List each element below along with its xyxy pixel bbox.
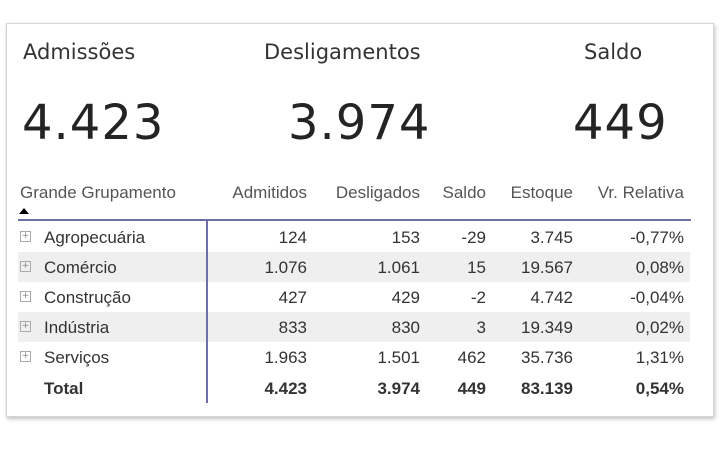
kpi-value-admissoes: 4.423 [22,95,165,151]
row-label: Serviços [44,348,110,367]
header-divider [18,219,691,221]
row-label: Agropecuária [44,228,146,247]
expand-plus-icon[interactable]: + [20,261,31,272]
column-header-admitidos[interactable]: Admitidos [232,183,307,202]
cell-value: -29 [461,228,486,247]
cell-value: 1.501 [377,348,420,367]
cell-value: 4.742 [530,288,573,307]
column-header-grande-grupamento[interactable]: Grande Grupamento [20,183,176,202]
kpi-value-desligamentos: 3.974 [288,95,431,151]
column-header-estoque[interactable]: Estoque [510,183,573,202]
cell-value: 1.963 [264,348,307,367]
total-value: 3.974 [377,379,420,398]
cell-value: 0,02% [635,318,684,337]
cell-value: 427 [278,288,307,307]
total-value: 4.423 [264,379,307,398]
total-value: 0,54% [635,379,684,398]
expand-plus-icon[interactable]: + [20,231,31,242]
total-label: Total [44,379,84,398]
cell-value: -0,04% [630,288,684,307]
expand-plus-icon[interactable]: + [20,321,31,332]
table-row[interactable] [18,252,690,282]
kpi-label-admissoes: Admissões [23,40,136,64]
kpi-value-saldo: 449 [573,95,668,151]
row-label: Construção [44,288,131,307]
row-label: Comércio [44,258,117,277]
cell-value: 153 [391,228,420,247]
kpi-label-saldo: Saldo [584,40,643,64]
expand-plus-icon[interactable]: + [20,291,31,302]
cell-value: 462 [457,348,486,367]
cell-value: -2 [470,288,486,307]
kpi-label-desligamentos: Desligamentos [264,40,421,64]
cell-value: 429 [391,288,420,307]
cell-value: 1,31% [635,348,684,367]
cell-value: 1.061 [377,258,420,277]
table-row[interactable] [18,342,690,372]
table-row[interactable] [18,312,690,342]
cell-value: 3.745 [530,228,573,247]
expand-plus-icon[interactable]: + [20,351,31,362]
cell-value: 19.567 [521,258,573,277]
total-value: 83.139 [521,379,573,398]
cell-value: 124 [278,228,307,247]
column-divider [206,221,208,403]
cell-value: 35.736 [521,348,573,367]
cell-value: 1.076 [264,258,307,277]
column-header-desligados[interactable]: Desligados [335,183,420,202]
column-header-saldo[interactable]: Saldo [442,183,486,202]
cell-value: 3 [476,318,486,337]
row-label: Indústria [44,318,110,337]
column-header-vr-relativa[interactable]: Vr. Relativa [597,183,684,202]
sort-ascending-icon[interactable] [19,208,29,214]
cell-value: -0,77% [630,228,684,247]
cell-value: 830 [391,318,420,337]
cell-value: 0,08% [635,258,684,277]
cell-value: 833 [278,318,307,337]
cell-value: 15 [467,258,486,277]
total-value: 449 [457,379,486,398]
cell-value: 19.349 [521,318,573,337]
